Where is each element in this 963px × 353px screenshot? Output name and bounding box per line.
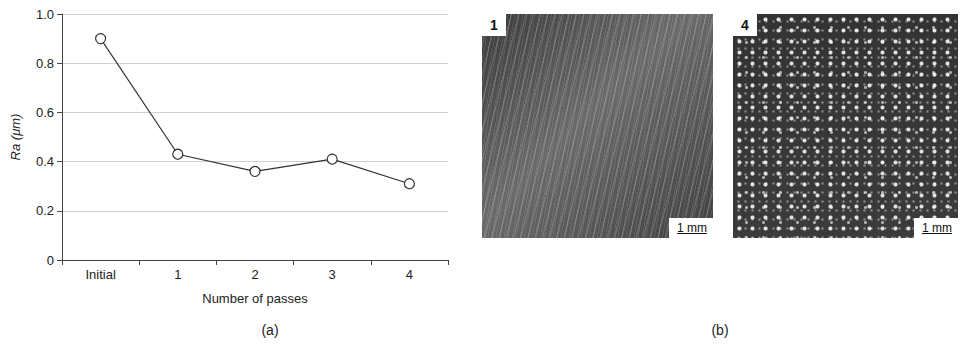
svg-text:Initial: Initial bbox=[85, 267, 115, 282]
svg-text:1: 1 bbox=[174, 267, 181, 282]
svg-text:0.8: 0.8 bbox=[36, 56, 54, 71]
html-text:4: 4 bbox=[741, 17, 749, 33]
html-text:(a): (a) bbox=[261, 322, 279, 338]
svg-text:Ra (μm): Ra (μm) bbox=[8, 114, 23, 161]
svg-text:0.4: 0.4 bbox=[36, 154, 54, 169]
svg-text:3: 3 bbox=[329, 267, 336, 282]
html-text:1: 1 bbox=[490, 17, 498, 33]
svg-text:2: 2 bbox=[251, 267, 258, 282]
svg-text:0.2: 0.2 bbox=[36, 203, 54, 218]
svg-text:0: 0 bbox=[47, 253, 54, 268]
svg-text:1.0: 1.0 bbox=[36, 7, 54, 22]
svg-text:Number of passes: Number of passes bbox=[202, 291, 308, 306]
html-text:(b): (b) bbox=[711, 322, 729, 338]
html-text:1 mm: 1 mm bbox=[922, 221, 952, 235]
svg-text:0.6: 0.6 bbox=[36, 105, 54, 120]
html-text:1 mm: 1 mm bbox=[677, 221, 707, 235]
svg-text:4: 4 bbox=[406, 267, 413, 282]
